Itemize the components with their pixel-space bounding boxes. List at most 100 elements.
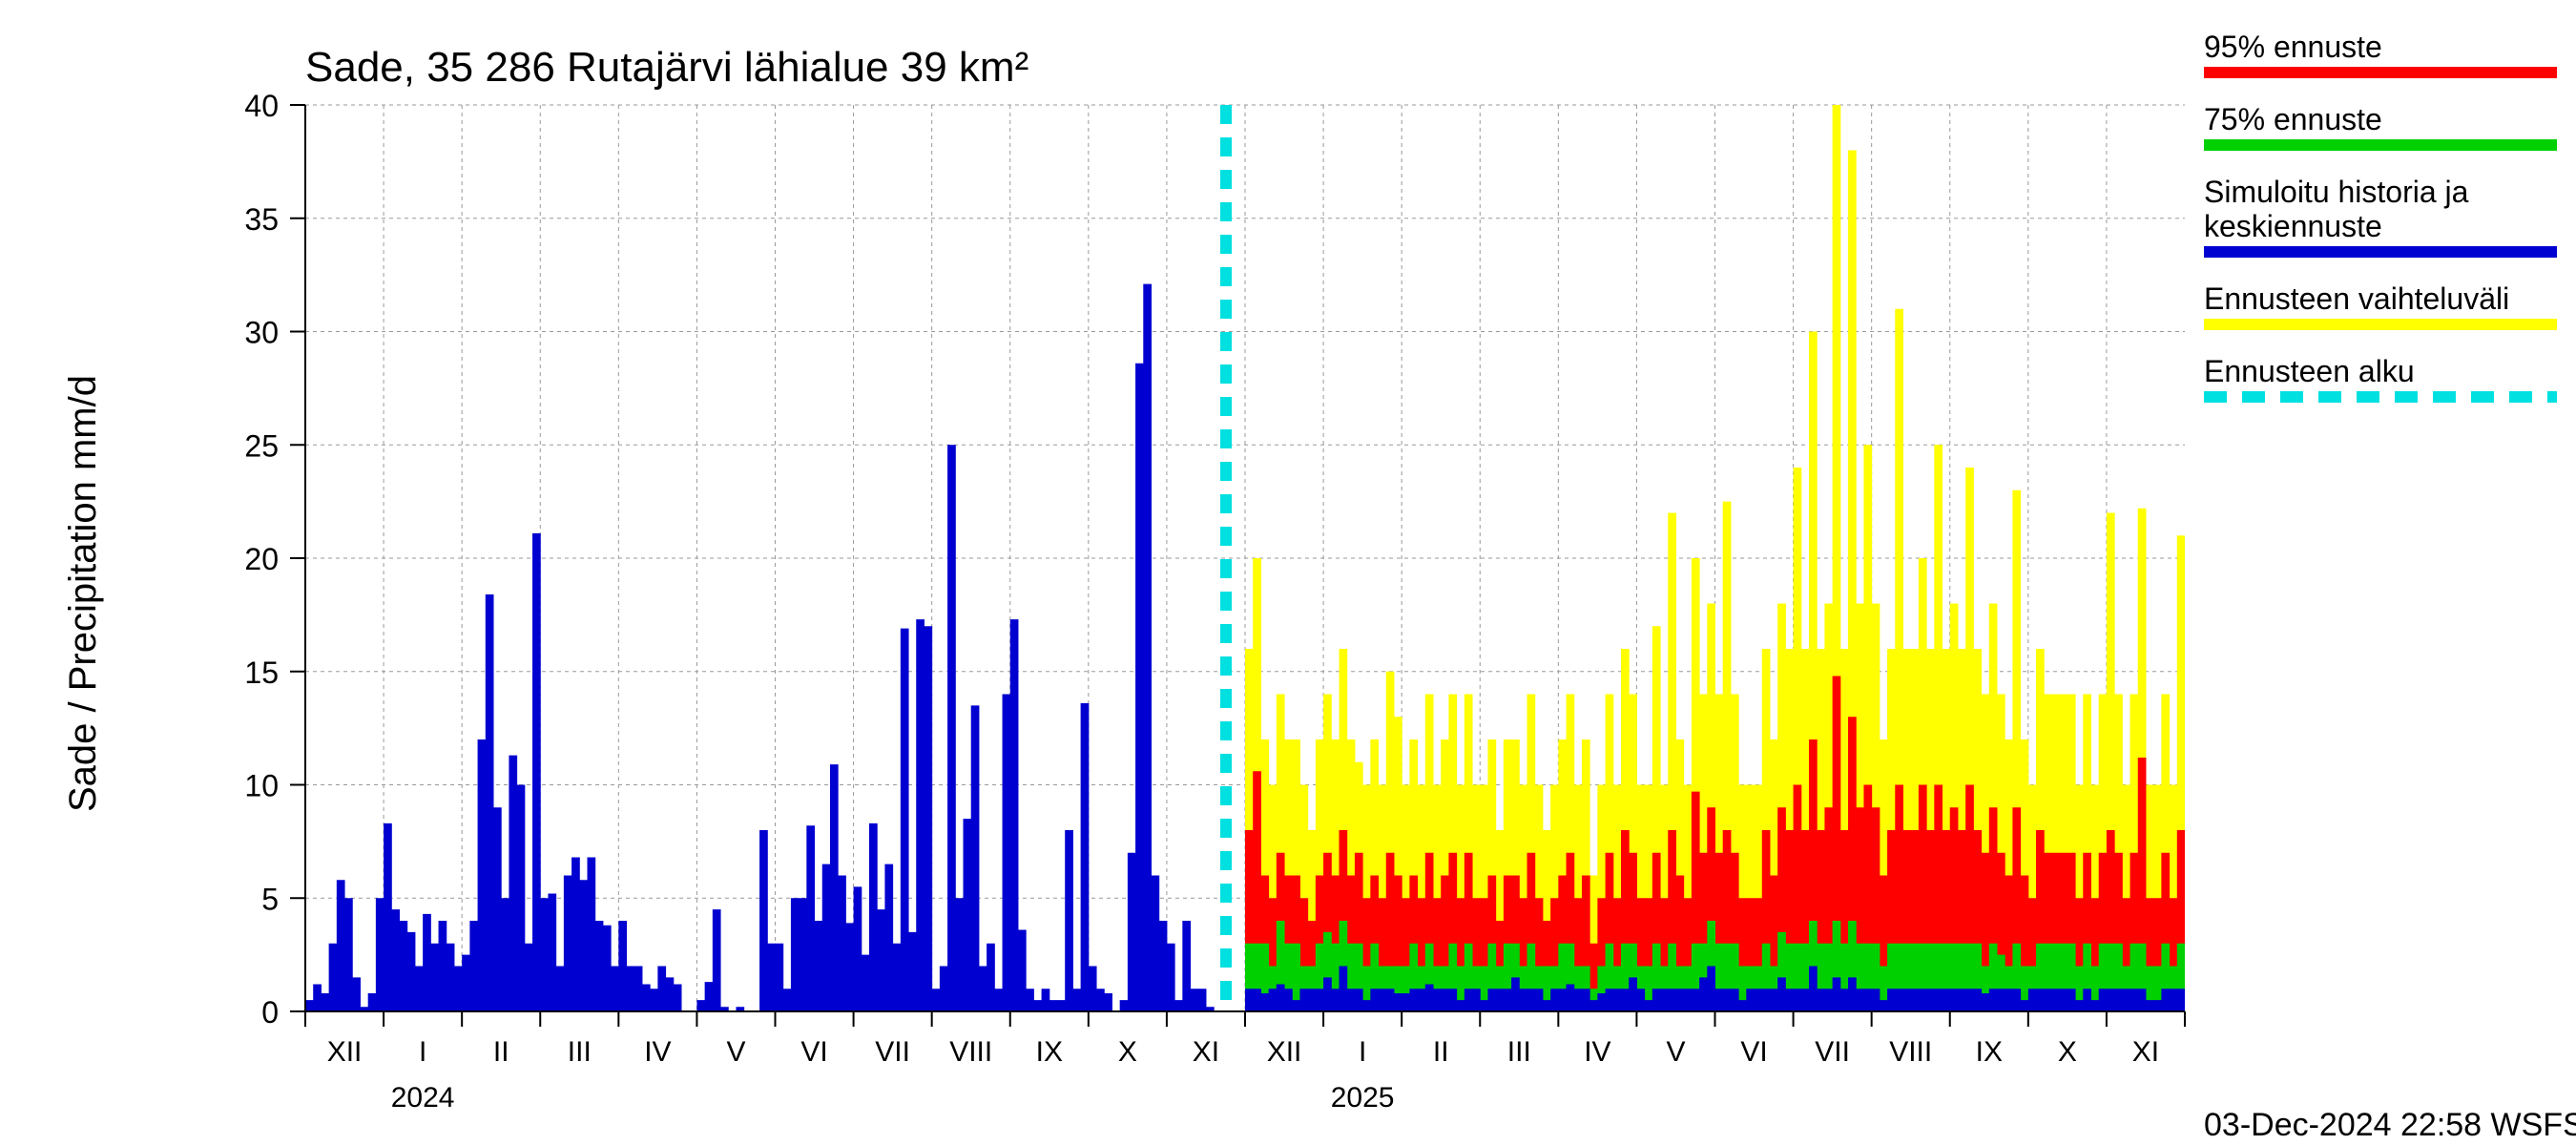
history-bar: [501, 898, 509, 1011]
history-bar: [462, 955, 470, 1011]
history-bar: [439, 921, 447, 1011]
forecast-blue-bar: [1550, 989, 1559, 1011]
history-bar: [838, 876, 846, 1012]
forecast-blue-bar: [2107, 989, 2115, 1011]
y-tick-label: 0: [261, 995, 279, 1030]
forecast-blue-bar: [1504, 989, 1512, 1011]
history-bar: [657, 967, 666, 1012]
forecast-blue-bar: [1880, 1000, 1888, 1011]
forecast-blue-bar: [1567, 985, 1575, 1012]
history-bar: [454, 967, 463, 1012]
y-tick-label: 25: [244, 428, 279, 463]
forecast-blue-bar: [1253, 989, 1261, 1011]
forecast-blue-bar: [1433, 989, 1442, 1011]
legend-label: Simuloitu historia ja: [2204, 175, 2469, 209]
chart-container: 0510152025303540XIIIIIIIIIVVVIVIIVIIIIXX…: [0, 0, 2576, 1145]
forecast-blue-bar: [1277, 985, 1285, 1012]
history-bar: [517, 785, 526, 1012]
forecast-blue-bar: [1465, 989, 1473, 1011]
forecast-blue-bar: [1809, 967, 1818, 1012]
history-bar: [713, 909, 721, 1011]
forecast-blue-bar: [1982, 993, 1990, 1011]
history-bar: [423, 914, 431, 1011]
history-bar: [1003, 695, 1011, 1012]
history-bar: [321, 993, 329, 1011]
history-bar: [579, 880, 588, 1011]
forecast-blue-bar: [1777, 977, 1786, 1011]
history-bar: [947, 445, 956, 1011]
history-bar: [627, 967, 635, 1012]
legend-label: 95% ennuste: [2204, 30, 2382, 64]
forecast-blue-bar: [1418, 989, 1426, 1011]
year-label: 2025: [1331, 1082, 1395, 1114]
forecast-blue-bar: [2036, 989, 2045, 1011]
forecast-blue-bar: [1817, 989, 1825, 1011]
history-bar: [642, 985, 651, 1012]
forecast-blue-bar: [1543, 1000, 1551, 1011]
forecast-blue-bar: [1519, 989, 1527, 1011]
forecast-blue-bar: [2091, 1000, 2100, 1011]
forecast-blue-bar: [1965, 989, 1974, 1011]
forecast-blue-bar: [1973, 989, 1982, 1011]
forecast-blue-bar: [1801, 989, 1810, 1011]
forecast-blue-bar: [1762, 989, 1771, 1011]
forecast-blue-bar: [1511, 977, 1520, 1011]
forecast-blue-bar: [1692, 989, 1700, 1011]
forecast-blue-bar: [1472, 989, 1481, 1011]
forecast-blue-bar: [2146, 1000, 2154, 1011]
history-bar: [674, 985, 682, 1012]
forecast-blue-bar: [1402, 993, 1410, 1011]
forecast-blue-bar: [2153, 1000, 2162, 1011]
history-bar: [815, 921, 823, 1011]
history-bar: [588, 858, 596, 1012]
forecast-blue-bar: [1340, 967, 1348, 1012]
forecast-blue-bar: [2051, 989, 2060, 1011]
history-bar: [1159, 921, 1168, 1011]
forecast-blue-bar: [1621, 989, 1630, 1011]
forecast-blue-bar: [1840, 989, 1849, 1011]
history-bar: [1198, 989, 1207, 1011]
forecast-blue-bar: [1755, 989, 1763, 1011]
forecast-blue-bar: [1425, 985, 1434, 1012]
forecast-blue-bar: [1746, 989, 1755, 1011]
forecast-blue-bar: [1597, 993, 1606, 1011]
history-bar: [313, 985, 322, 1012]
history-bar: [376, 898, 384, 1011]
history-bar: [940, 967, 948, 1012]
month-label: XII: [327, 1036, 363, 1068]
legend-swatch: [2204, 319, 2557, 330]
forecast-blue-bar: [1903, 989, 1912, 1011]
forecast-blue-bar: [1707, 967, 1715, 1012]
forecast-blue-bar: [1895, 989, 1903, 1011]
history-bar: [611, 967, 619, 1012]
history-bar: [908, 932, 917, 1011]
month-label: II: [493, 1036, 509, 1068]
forecast-blue-bar: [1480, 1000, 1488, 1011]
forecast-blue-bar: [1652, 989, 1661, 1011]
history-bar: [862, 955, 870, 1011]
month-label: VIII: [949, 1036, 992, 1068]
forecast-blue-bar: [1997, 989, 2005, 1011]
history-bar: [415, 967, 424, 1012]
forecast-blue-bar: [1645, 1000, 1653, 1011]
month-label: X: [1118, 1036, 1137, 1068]
history-bar: [1033, 1000, 1042, 1011]
forecast-blue-bar: [1872, 989, 1880, 1011]
history-bar: [1026, 989, 1034, 1011]
forecast-blue-bar: [1582, 989, 1590, 1011]
history-bar: [525, 944, 533, 1011]
legend-label: Ennusteen alku: [2204, 354, 2415, 388]
legend-label: 75% ennuste: [2204, 102, 2382, 136]
forecast-blue-bar: [1660, 989, 1669, 1011]
history-bar: [932, 989, 941, 1011]
forecast-blue-bar: [1441, 989, 1449, 1011]
forecast-blue-bar: [2170, 989, 2178, 1011]
history-bar: [767, 944, 776, 1011]
history-bar: [1143, 284, 1152, 1011]
forecast-blue-bar: [1606, 989, 1614, 1011]
forecast-blue-bar: [1919, 989, 1927, 1011]
forecast-blue-bar: [1731, 989, 1739, 1011]
history-bar: [329, 944, 338, 1011]
history-bar: [1167, 944, 1175, 1011]
history-bar: [830, 764, 839, 1011]
